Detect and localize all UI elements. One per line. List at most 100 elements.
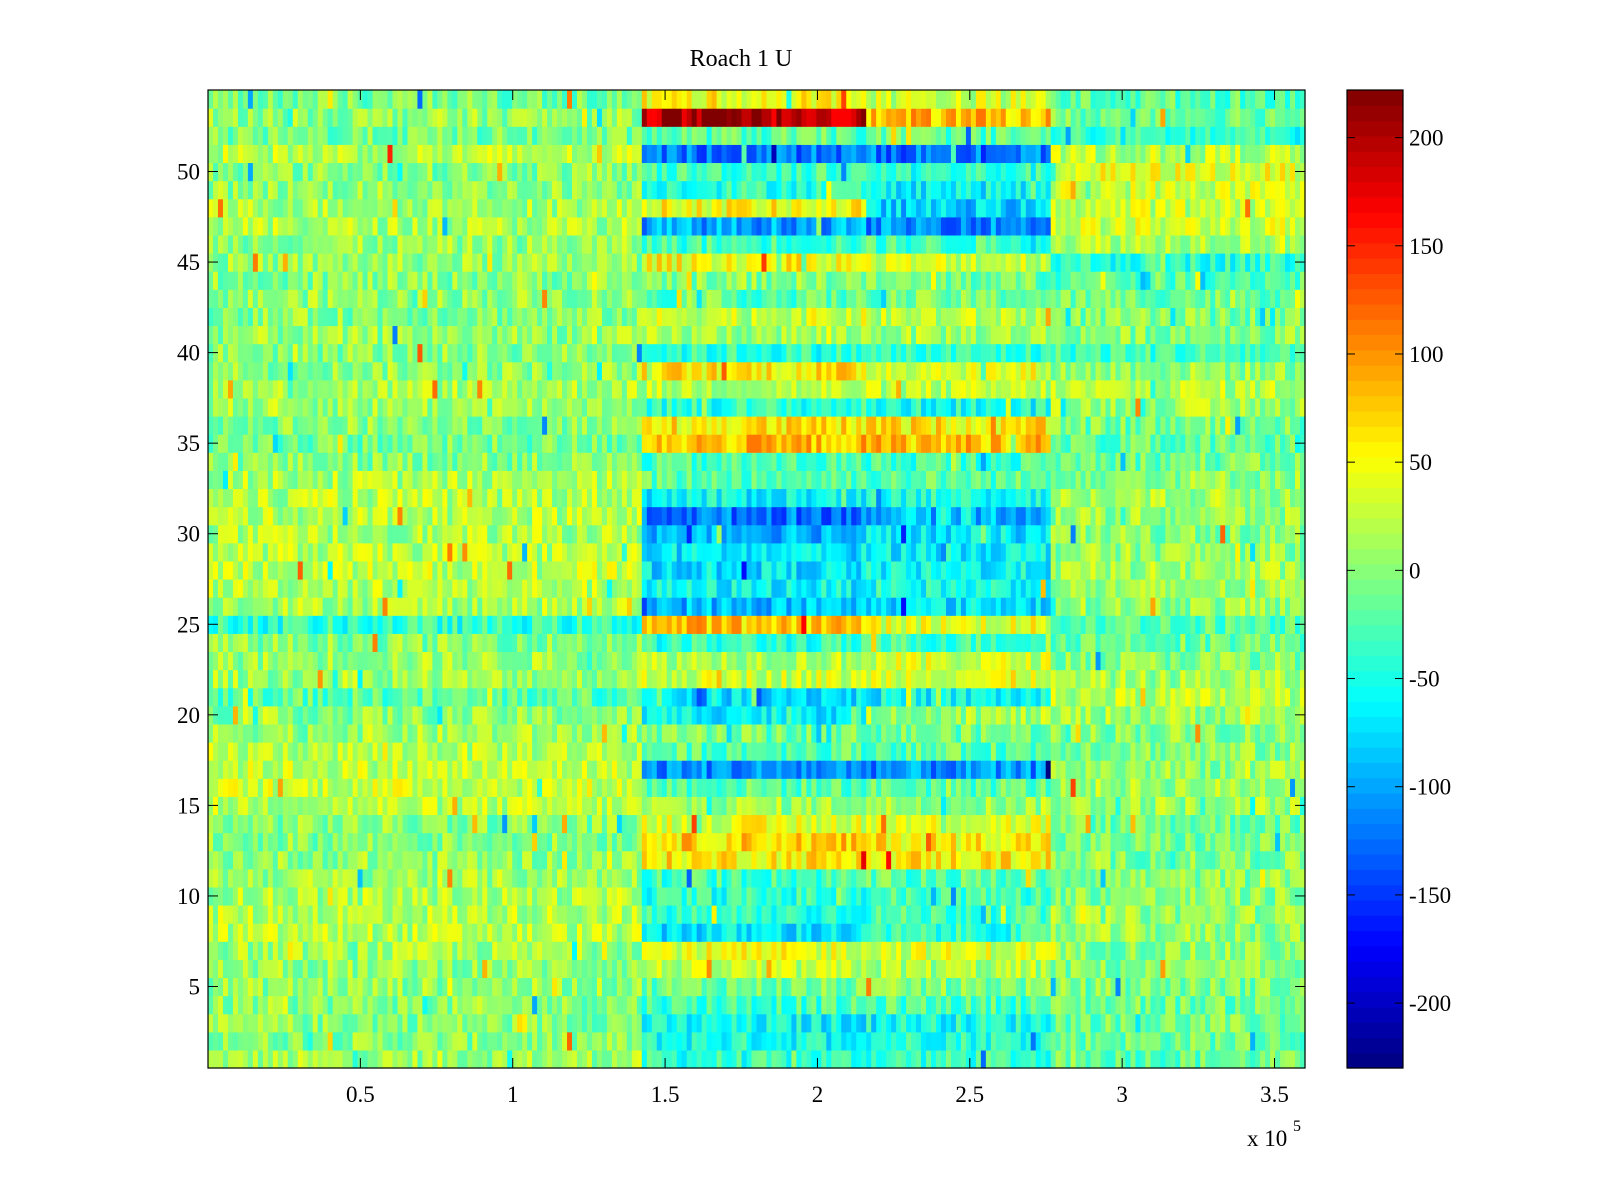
heatmap-cell (955, 1013, 962, 1033)
heatmap-cell (576, 905, 583, 924)
heatmap-cell (297, 760, 304, 779)
heatmap-cell (1150, 669, 1157, 689)
heatmap-cell (681, 941, 688, 960)
heatmap-cell (1180, 796, 1186, 816)
heatmap-cell (726, 995, 733, 1015)
heatmap-cell (711, 687, 718, 707)
heatmap-cell (806, 850, 812, 870)
heatmap-cell (641, 778, 648, 797)
heatmap-cell (1235, 814, 1241, 834)
heatmap-cell (761, 1013, 768, 1033)
heatmap-cell (631, 814, 638, 834)
heatmap-cell (382, 796, 389, 816)
heatmap-cell (921, 814, 927, 834)
heatmap-cell (292, 669, 299, 689)
heatmap-cell (462, 742, 468, 761)
heatmap-cell (761, 796, 768, 816)
heatmap-cell (437, 669, 443, 689)
heatmap-cell (611, 941, 618, 960)
heatmap-cell (1205, 1031, 1211, 1051)
heatmap-cell (891, 687, 897, 707)
heatmap-cell (557, 723, 563, 743)
heatmap-cell (1155, 941, 1161, 960)
heatmap-cell (896, 651, 902, 671)
heatmap-cell (567, 1013, 573, 1033)
heatmap-cell (1190, 1013, 1196, 1033)
heatmap-cell (477, 796, 483, 816)
heatmap-cell (756, 977, 763, 997)
heatmap-cell (1220, 850, 1226, 870)
heatmap-cell (786, 905, 793, 924)
heatmap-cell (317, 723, 324, 743)
heatmap-cell (871, 923, 877, 942)
heatmap-cell (791, 687, 797, 707)
heatmap-cell (1020, 832, 1027, 852)
heatmap-cell (502, 959, 508, 979)
heatmap-cell (871, 959, 877, 979)
heatmap-cell (562, 742, 568, 761)
heatmap-cell (502, 1013, 508, 1033)
heatmap-cell (1270, 1049, 1276, 1069)
heatmap-cell (716, 995, 723, 1015)
heatmap-cell (382, 941, 389, 960)
heatmap-cell (307, 868, 314, 888)
heatmap-cell (282, 651, 289, 671)
heatmap-cell (1250, 959, 1256, 979)
heatmap-cell (831, 995, 837, 1015)
heatmap-cell (741, 1049, 748, 1069)
heatmap-cell (272, 886, 279, 906)
heatmap-cell (567, 760, 573, 779)
heatmap-cell (252, 868, 259, 888)
heatmap-cell (856, 705, 862, 725)
heatmap-cell (786, 778, 793, 797)
heatmap-cell (661, 1031, 668, 1051)
heatmap-cell (342, 687, 349, 707)
heatmap-cell (372, 1049, 379, 1069)
heatmap-cell (452, 796, 458, 816)
heatmap-cell (711, 796, 718, 816)
heatmap-cell (576, 814, 583, 834)
heatmap-cell (242, 742, 249, 761)
heatmap-cell (1145, 868, 1152, 888)
heatmap-cell (347, 796, 354, 816)
heatmap-cell (1010, 760, 1017, 779)
heatmap-cell (1050, 832, 1057, 852)
heatmap-cell (1050, 1031, 1057, 1051)
heatmap-cell (1200, 723, 1206, 743)
heatmap-cell (1075, 760, 1082, 779)
heatmap-cell (970, 941, 977, 960)
heatmap-cell (776, 905, 783, 924)
heatmap-cell (1235, 760, 1241, 779)
heatmap-cell (576, 1049, 583, 1069)
heatmap-cell (955, 760, 962, 779)
heatmap-cell (601, 886, 608, 906)
heatmap-cell (776, 687, 783, 707)
heatmap-cell (960, 959, 967, 979)
heatmap-cell (1110, 941, 1117, 960)
heatmap-cell (357, 778, 364, 797)
heatmap-cell (681, 977, 688, 997)
heatmap-cell (342, 832, 349, 852)
heatmap-cell (1285, 905, 1291, 924)
heatmap-cell (277, 651, 284, 671)
heatmap-cell (1040, 886, 1047, 906)
heatmap-cell (1075, 705, 1082, 725)
heatmap-cell (1255, 778, 1261, 797)
heatmap-cell (237, 705, 244, 725)
heatmap-cell (906, 705, 912, 725)
heatmap-cell (656, 1031, 663, 1051)
heatmap-cell (397, 723, 404, 743)
heatmap-cell (507, 868, 513, 888)
heatmap-cell (532, 814, 538, 834)
heatmap-cell (891, 905, 897, 924)
heatmap-cell (821, 977, 827, 997)
heatmap-cell (616, 1013, 623, 1033)
heatmap-cell (671, 1013, 678, 1033)
heatmap-cell (811, 651, 817, 671)
heatmap-cell (1110, 742, 1117, 761)
heatmap-cell (462, 1049, 468, 1069)
heatmap-cell (1100, 886, 1107, 906)
heatmap-cell (955, 687, 962, 707)
heatmap-cell (432, 1013, 438, 1033)
heatmap-cell (1135, 1013, 1142, 1033)
